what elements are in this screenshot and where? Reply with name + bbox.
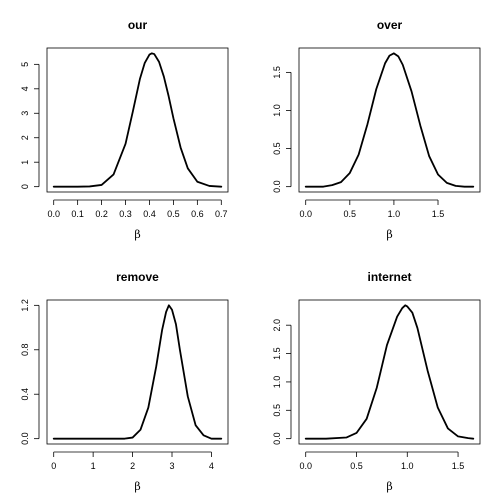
y-tick-label: 1.2 [20,299,30,312]
y-tick-label: 0.8 [20,344,30,357]
y-tick-label: 0 [20,184,30,189]
y-tick-label: 2 [20,135,30,140]
density-curve [52,52,223,188]
x-tick-label: 2 [130,461,135,471]
x-axis-label: β [386,480,392,493]
density-curve [304,52,475,188]
chart-title: over [377,18,403,32]
panel-3: remove 0 1 2 3 4 β 0.0 0.4 0.8 1.2 [20,270,229,493]
x-tick-label: 1.0 [401,461,414,471]
y-tick-label: 0.0 [272,432,282,445]
panel-4: internet 0.0 0.5 1.0 1.5 β 0.0 0.5 1.0 1.5 2.0 [272,270,481,493]
y-tick-label: 1.5 [272,347,282,360]
x-axis-label: β [134,480,140,493]
x-tick-label: 0.0 [299,461,312,471]
density-curve [52,304,223,440]
x-tick-label: 0 [51,461,56,471]
y-tick-label: 1.5 [272,66,282,79]
y-tick-label: 0.5 [272,404,282,417]
plot-frame [46,47,229,193]
y-tick-label: 5 [20,62,30,67]
y-tick-label: 1 [20,160,30,165]
x-tick-label: 1.0 [388,209,401,219]
x-tick-label: 0.2 [95,209,108,219]
x-axis-label: β [134,228,140,241]
x-tick-label: 1.5 [452,461,465,471]
x-tick-label: 0.5 [344,209,357,219]
x-tick-label: 0.7 [215,209,228,219]
x-tick-label: 0.1 [71,209,84,219]
y-tick-label: 2.0 [272,319,282,332]
x-tick-label: 3 [169,461,174,471]
y-tick-label: 0.0 [20,432,30,445]
plot-frame [46,299,229,445]
x-axis-label: β [386,228,392,241]
plot-frame [298,47,481,193]
y-tick-label: 3 [20,111,30,116]
x-tick-label: 1.5 [432,209,445,219]
x-tick-label: 1 [91,461,96,471]
chart-title: our [128,18,148,32]
x-tick-label: 0.5 [350,461,363,471]
chart-title: internet [367,270,411,284]
chart-title: remove [116,270,159,284]
y-tick-label: 4 [20,86,30,91]
density-curve [304,304,475,440]
panel-1: our 0.0 0.1 0.2 0.3 0.4 0.5 0.6 0.7 β 0 1 2 3 4 5 [20,18,229,241]
plot-frame [298,299,481,445]
x-tick-label: 0.6 [191,209,204,219]
x-tick-label: 0.0 [299,209,312,219]
x-tick-label: 0.3 [119,209,132,219]
y-tick-label: 1.0 [272,104,282,117]
x-tick-label: 4 [209,461,214,471]
y-tick-label: 0.0 [272,180,282,193]
panel-2: over 0.0 0.5 1.0 1.5 β 0.0 0.5 1.0 1.5 [272,18,481,241]
x-tick-label: 0.0 [47,209,60,219]
x-tick-label: 0.4 [143,209,156,219]
y-tick-label: 1.0 [272,376,282,389]
y-tick-label: 0.5 [272,142,282,155]
x-tick-label: 0.5 [167,209,180,219]
y-tick-label: 0.4 [20,388,30,401]
